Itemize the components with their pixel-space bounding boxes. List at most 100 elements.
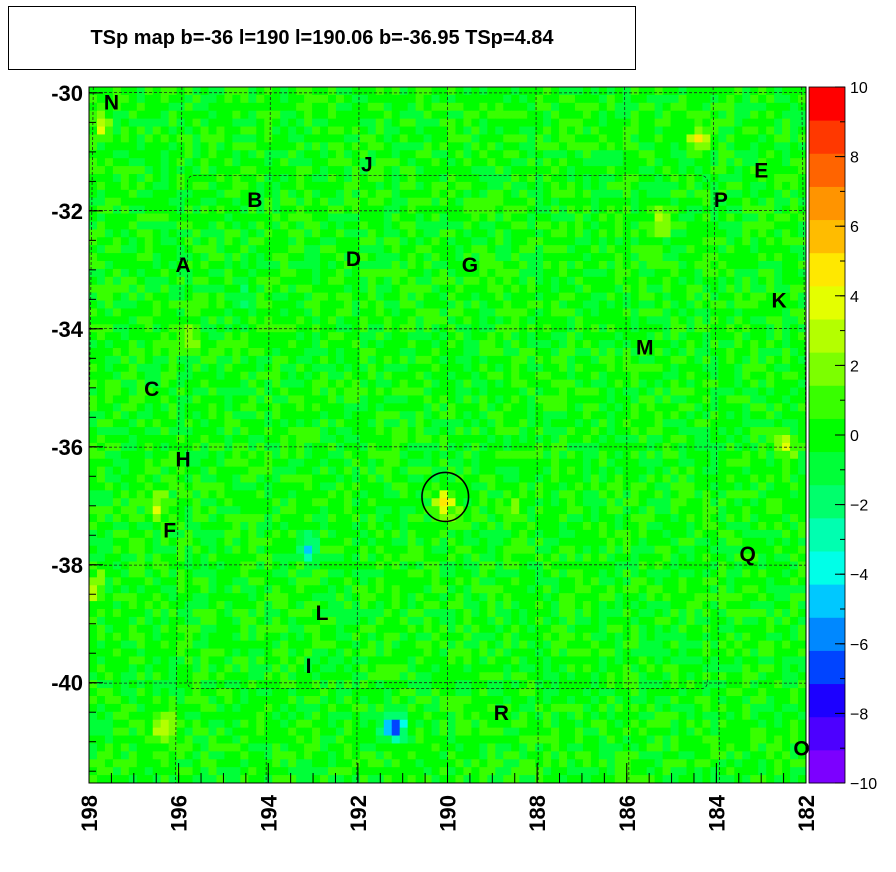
heat-cell	[240, 221, 249, 230]
heat-cell	[343, 181, 353, 191]
heat-cell	[543, 253, 552, 262]
heat-cell	[168, 435, 178, 444]
heat-cell	[184, 458, 194, 468]
heat-cell	[431, 419, 441, 428]
heat-cell	[559, 442, 568, 452]
heat-cell	[758, 126, 767, 136]
heat-cell	[312, 490, 321, 499]
heat-cell	[152, 268, 162, 278]
heat-cell	[463, 261, 472, 270]
heat-cell	[734, 506, 743, 515]
heat-cell	[367, 102, 377, 112]
heat-cell	[136, 300, 146, 310]
heat-cell	[527, 174, 536, 183]
heat-cell	[710, 403, 719, 412]
heat-cell	[128, 276, 138, 286]
heat-cell	[96, 292, 106, 302]
heat-cell	[264, 213, 273, 223]
heat-cell	[296, 126, 305, 136]
heat-cell	[359, 458, 369, 468]
heat-cell	[535, 514, 544, 523]
heat-cell	[638, 205, 648, 215]
heat-cell	[726, 466, 735, 476]
heat-cell	[96, 213, 106, 223]
heat-cell	[328, 435, 337, 444]
heat-cell	[256, 197, 265, 207]
heat-cell	[120, 174, 130, 183]
heat-cell	[136, 197, 146, 207]
heat-cell	[415, 166, 425, 175]
heat-cell	[638, 142, 648, 151]
heat-cell	[112, 142, 122, 151]
heat-cell	[152, 126, 162, 136]
heat-cell	[590, 102, 600, 112]
heat-cell	[351, 427, 361, 436]
heat-cell	[774, 197, 783, 207]
heat-cell	[511, 387, 520, 397]
heat-cell	[160, 110, 170, 120]
heat-cell	[104, 292, 114, 302]
heat-cell	[766, 474, 775, 484]
heat-cell	[136, 308, 146, 317]
heat-cell	[702, 87, 711, 96]
heat-cell	[112, 458, 122, 468]
heat-cell	[96, 348, 106, 357]
heat-cell	[343, 102, 353, 112]
heat-cell	[359, 261, 369, 270]
heat-cell	[407, 427, 417, 436]
heat-cell	[559, 276, 568, 286]
heat-cell	[280, 435, 289, 444]
heat-cell	[120, 482, 130, 491]
heat-cell	[646, 308, 656, 317]
heat-cell	[798, 174, 806, 183]
heat-cell	[264, 268, 273, 278]
heat-cell	[312, 276, 321, 286]
heat-cell	[614, 300, 624, 310]
heat-cell	[383, 340, 393, 349]
heat-cell	[511, 268, 520, 278]
heat-cell	[89, 197, 98, 207]
heat-cell	[208, 237, 218, 246]
heat-cell	[702, 150, 711, 159]
heat-cell	[359, 403, 369, 412]
heat-cell	[431, 300, 441, 310]
heat-cell	[89, 158, 98, 167]
heat-cell	[280, 205, 289, 215]
heat-cell	[495, 411, 504, 420]
heat-cell	[774, 237, 783, 246]
heat-cell	[463, 205, 472, 215]
heat-cell	[359, 348, 369, 357]
heat-cell	[503, 514, 512, 523]
heat-cell	[112, 213, 122, 223]
heat-cell	[574, 276, 584, 286]
heat-cell	[527, 110, 536, 120]
heat-cell	[176, 522, 186, 531]
heat-cell	[702, 450, 711, 460]
heat-cell	[678, 102, 688, 112]
heat-cell	[383, 142, 393, 151]
heat-cell	[503, 498, 512, 507]
heat-cell	[96, 229, 106, 238]
heat-cell	[479, 403, 488, 412]
heat-cell	[463, 102, 472, 112]
heat-cell	[702, 174, 711, 183]
heat-cell	[718, 395, 727, 404]
heat-cell	[630, 126, 640, 136]
heat-cell	[415, 474, 425, 484]
heat-cell	[686, 134, 696, 143]
heat-cell	[670, 87, 680, 96]
heat-cell	[216, 142, 226, 151]
heat-cell	[630, 276, 640, 286]
heat-cell	[790, 379, 799, 389]
heat-cell	[184, 126, 194, 136]
heat-cell	[136, 522, 146, 531]
heat-cell	[367, 355, 377, 365]
heat-cell	[598, 379, 608, 389]
heat-cell	[646, 482, 656, 491]
heat-cell	[415, 261, 425, 270]
heat-cell	[120, 87, 130, 96]
heat-cell	[89, 276, 98, 286]
heat-cell	[328, 94, 337, 104]
heat-cell	[447, 268, 457, 278]
heat-cell	[662, 102, 672, 112]
